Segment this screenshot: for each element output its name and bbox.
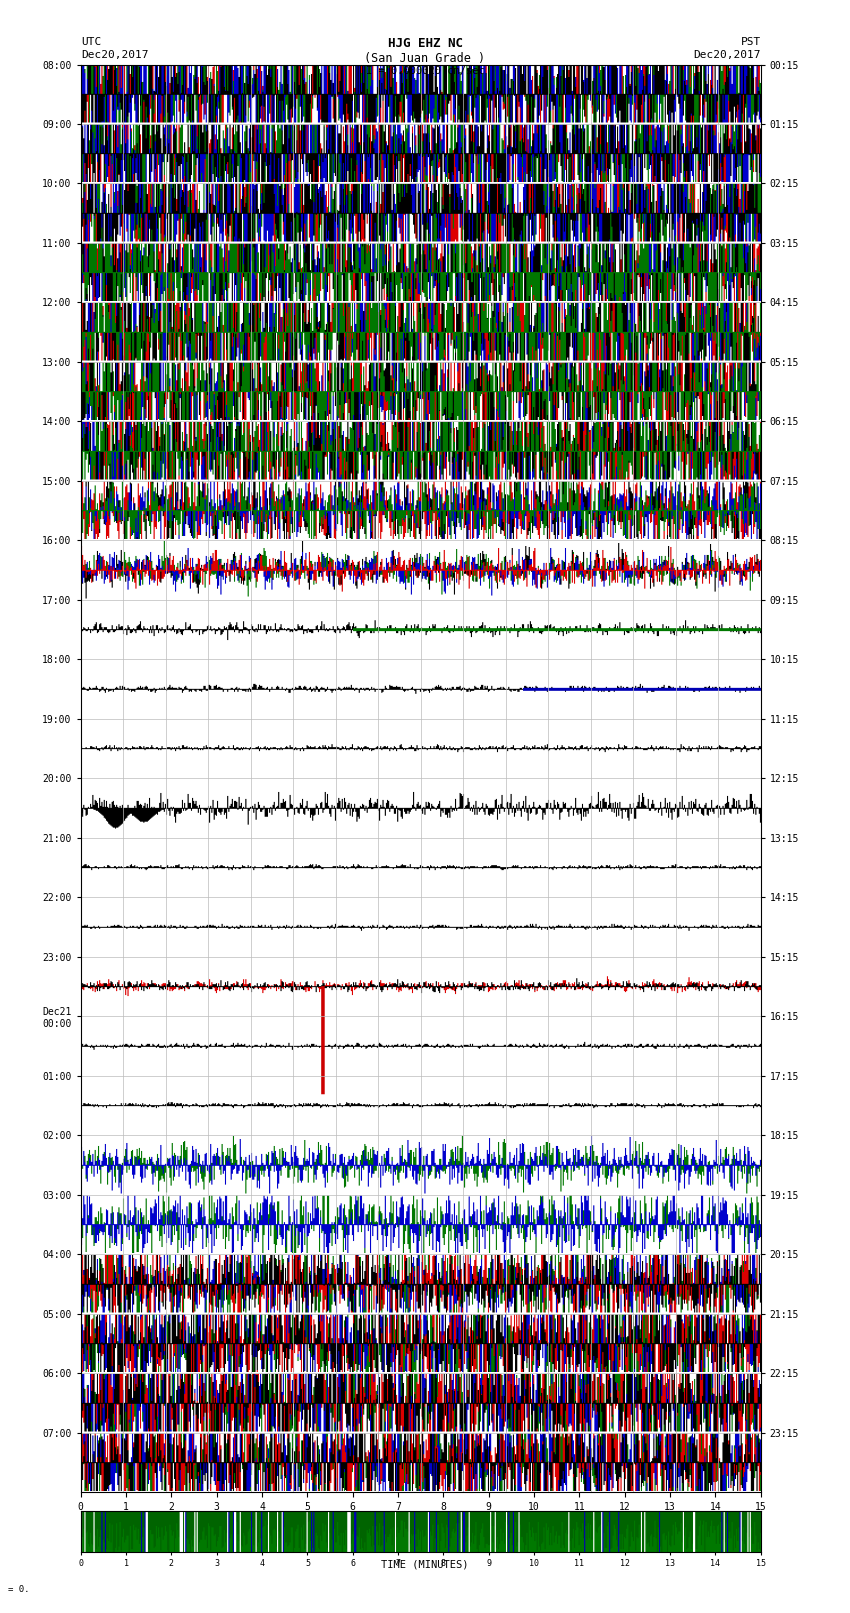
Text: HJG EHZ NC: HJG EHZ NC [388, 37, 462, 50]
Text: Dec20,2017: Dec20,2017 [694, 50, 761, 60]
Text: I = 0.000020 cm/sec: I = 0.000020 cm/sec [366, 66, 484, 76]
Text: PST: PST [740, 37, 761, 47]
Text: TIME (MINUTES): TIME (MINUTES) [382, 1560, 468, 1569]
Text: = 0.: = 0. [8, 1584, 30, 1594]
Text: Dec20,2017: Dec20,2017 [81, 50, 148, 60]
Text: (San Juan Grade ): (San Juan Grade ) [365, 52, 485, 65]
Text: UTC: UTC [81, 37, 101, 47]
